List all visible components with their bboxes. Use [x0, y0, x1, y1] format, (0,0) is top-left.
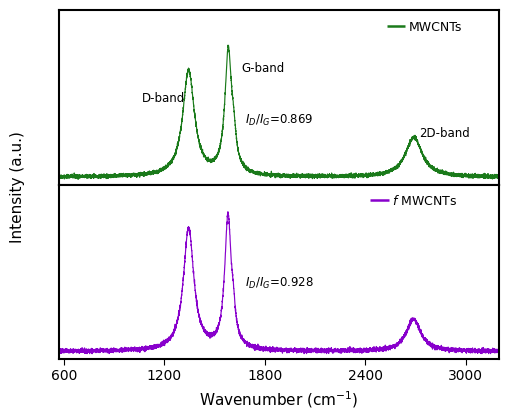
Text: $\it{f}$ MWCNTs: $\it{f}$ MWCNTs — [392, 195, 457, 208]
Text: Intensity (a.u.): Intensity (a.u.) — [10, 131, 25, 243]
Text: G-band: G-band — [241, 61, 285, 75]
Text: D-band: D-band — [142, 92, 185, 105]
Text: MWCNTs: MWCNTs — [409, 21, 462, 34]
Text: $I_D/I_G$=0.869: $I_D/I_G$=0.869 — [245, 112, 313, 128]
Text: 2D-band: 2D-band — [419, 127, 470, 140]
Text: $I_D/I_G$=0.928: $I_D/I_G$=0.928 — [245, 276, 313, 291]
X-axis label: Wavenumber (cm$^{-1}$): Wavenumber (cm$^{-1}$) — [199, 389, 359, 410]
